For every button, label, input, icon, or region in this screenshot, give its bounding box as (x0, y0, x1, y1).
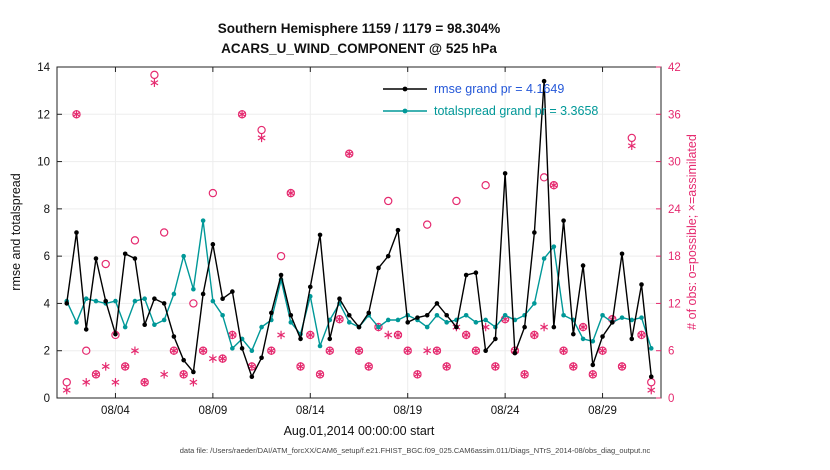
svg-text:6: 6 (44, 251, 50, 263)
data-file-caption: data file: /Users/raeder/DAI/ATM_forcXX/… (179, 446, 651, 455)
legend-entry-rmse: rmse grand pr = 4.1649 (434, 82, 564, 96)
svg-text:12: 12 (37, 109, 50, 121)
svg-text:08/24: 08/24 (491, 405, 520, 417)
svg-text:2: 2 (44, 346, 50, 358)
svg-text:08/14: 08/14 (296, 405, 325, 417)
svg-text:4: 4 (44, 298, 51, 310)
svg-text:30: 30 (668, 157, 681, 169)
svg-text:08/09: 08/09 (198, 405, 227, 417)
svg-text:8: 8 (44, 204, 50, 216)
svg-text:6: 6 (668, 346, 674, 358)
svg-text:08/19: 08/19 (393, 405, 422, 417)
svg-text:18: 18 (668, 251, 681, 263)
svg-text:0: 0 (44, 393, 50, 405)
chart-title-line2: ACARS_U_WIND_COMPONENT @ 525 hPa (221, 41, 497, 56)
left-axis-label: rmse and totalspread (9, 173, 23, 290)
svg-text:0: 0 (668, 393, 674, 405)
chart-title-line1: Southern Hemisphere 1159 / 1179 = 98.304… (217, 21, 501, 36)
x-axis-label: Aug.01,2014 00:00:00 start (284, 424, 435, 438)
svg-text:08/29: 08/29 (588, 405, 617, 417)
legend-entry-totalspread: totalspread grand pr = 3.3658 (434, 104, 598, 118)
svg-text:24: 24 (668, 204, 681, 216)
svg-text:36: 36 (668, 109, 681, 121)
svg-text:10: 10 (37, 157, 50, 169)
svg-text:14: 14 (37, 62, 50, 74)
svg-text:42: 42 (668, 62, 681, 74)
svg-text:12: 12 (668, 298, 681, 310)
right-axis-label: # of obs: o=possible; ×=assimilated (685, 134, 699, 330)
svg-text:08/04: 08/04 (101, 405, 130, 417)
